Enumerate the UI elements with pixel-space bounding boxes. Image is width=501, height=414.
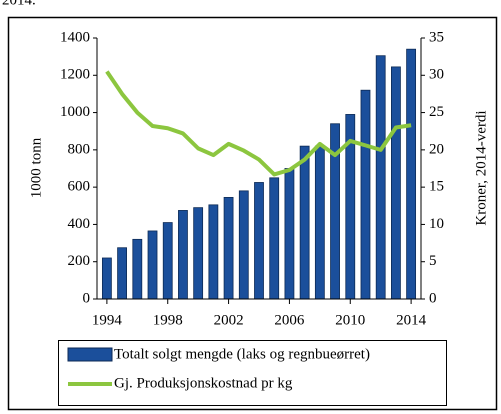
bar — [101, 257, 112, 300]
bar — [147, 230, 158, 300]
caption-fragment: 2014. — [2, 0, 36, 8]
bar — [162, 222, 173, 300]
y2-tick-label: 25 — [429, 104, 444, 120]
bar — [208, 204, 219, 300]
y2-tick-label: 35 — [429, 29, 444, 45]
y2-tick-label: 5 — [429, 253, 437, 269]
y-tick-label: 200 — [68, 253, 91, 269]
legend — [58, 340, 447, 406]
y-tick-label: 1000 — [60, 104, 90, 120]
bar — [406, 48, 417, 300]
bar — [178, 210, 188, 300]
y-tick-label: 1400 — [60, 29, 90, 45]
legend-label: Gj. Produksjonskostnad pr kg — [114, 375, 293, 391]
bar — [132, 238, 143, 300]
bar — [375, 55, 386, 300]
y-tick-label: 400 — [68, 216, 91, 232]
y-tick-label: 1200 — [60, 67, 90, 83]
bar — [391, 66, 401, 300]
x-tick-label: 1994 — [92, 312, 123, 328]
chart-frame — [7, 16, 498, 411]
bar — [238, 190, 249, 300]
bar — [360, 89, 371, 300]
bar — [269, 177, 280, 300]
y2-tick-label: 30 — [429, 67, 444, 83]
bar — [299, 145, 310, 300]
y2-tick-label: 20 — [429, 141, 444, 157]
y-tick-label: 600 — [68, 179, 91, 195]
bar — [193, 207, 204, 300]
x-tick-label: 2006 — [274, 312, 305, 328]
bar — [223, 196, 234, 300]
y2-tick-label: 10 — [429, 216, 444, 232]
y-axis-label: 1000 tonn — [28, 137, 44, 198]
y-tick-label: 800 — [68, 141, 91, 157]
x-tick-label: 2010 — [335, 312, 365, 328]
bar — [117, 247, 127, 300]
y2-tick-label: 15 — [429, 179, 444, 195]
y2-axis-label: Kroner, 2014-verdi — [473, 110, 489, 225]
cost-line — [105, 70, 412, 177]
legend-label: Totalt solgt mengde (laks og regnbueørre… — [114, 346, 370, 362]
y-tick-label: 0 — [83, 290, 91, 306]
bar — [254, 182, 264, 300]
x-tick-label: 2014 — [396, 312, 427, 328]
legend-bar-swatch — [67, 347, 113, 362]
bar — [314, 145, 325, 300]
x-tick-label: 1998 — [153, 312, 183, 328]
bar — [284, 168, 295, 300]
axes — [96, 38, 422, 300]
y2-tick-label: 0 — [429, 290, 437, 306]
x-tick-label: 2002 — [214, 312, 244, 328]
